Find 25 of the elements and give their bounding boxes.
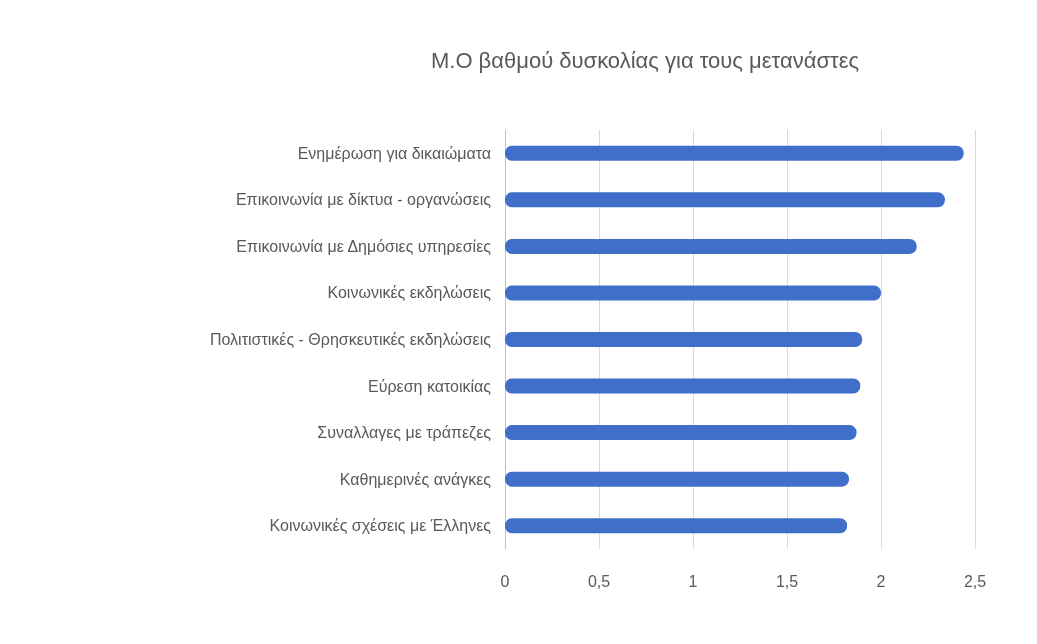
- bar: [505, 471, 850, 487]
- y-tick-label: Κοινωνικές εκδηλώσεις: [327, 284, 492, 302]
- y-tick-label: Εύρεση κατοικίας: [368, 377, 492, 395]
- bar: [505, 332, 863, 347]
- x-tick-label: 0,5: [587, 572, 611, 590]
- bar: [505, 518, 848, 534]
- x-tick-label: 2: [876, 572, 886, 590]
- y-tick-label: Πολιτιστικές - Θρησκευτικές εκδηλώσεις: [209, 331, 492, 348]
- bar: [505, 425, 857, 441]
- chart-title: Μ.Ο βαθμού δυσκολίας για τους μετανάστες: [430, 47, 860, 73]
- bar: [505, 192, 945, 208]
- bar: [505, 238, 917, 254]
- y-tick-label: Καθημερινές ανάγκες: [339, 470, 492, 488]
- x-tick-label: 1,5: [775, 572, 799, 590]
- y-tick-label: Συναλλαγες με τράπεζες: [317, 424, 492, 443]
- y-tick-label: Επικοινωνία με Δημόσιες υπηρεσίες: [236, 237, 492, 255]
- y-tick-label: Κοινωνικές σχέσεις με Έλληνες: [269, 517, 492, 535]
- bar: [505, 285, 881, 301]
- x-tick-label: 1: [688, 572, 698, 590]
- x-tick-label: 2,5: [963, 572, 987, 590]
- y-tick-label: Επικοινωνία με δίκτυα - οργανώσεις: [235, 191, 492, 209]
- x-tick-label: 0: [500, 572, 510, 590]
- bar: [505, 378, 861, 394]
- y-tick-label: Ενημέρωση για δικαιώματα: [297, 144, 491, 162]
- bar: [505, 145, 964, 161]
